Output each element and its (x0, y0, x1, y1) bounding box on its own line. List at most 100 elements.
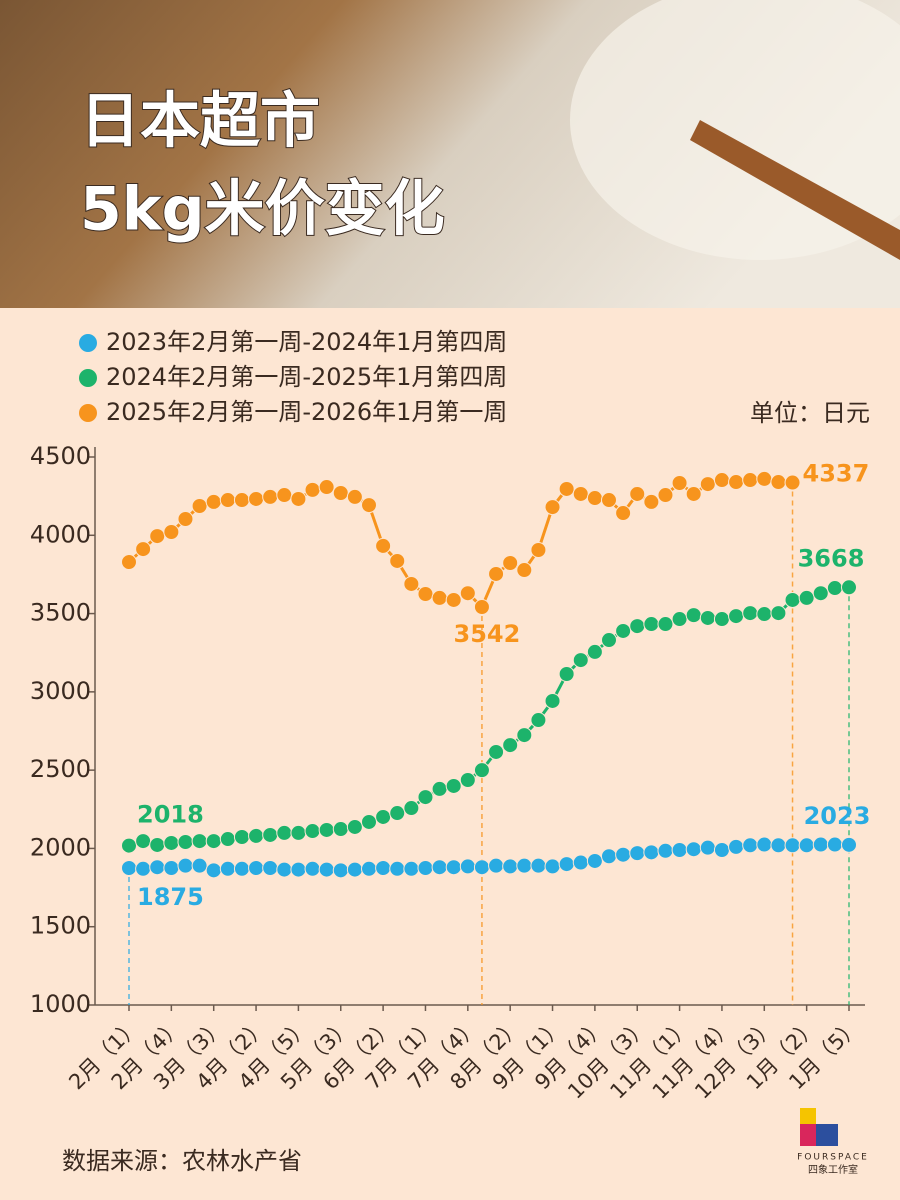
data-point (601, 848, 617, 865)
data-point (488, 857, 505, 874)
data-point (233, 492, 250, 509)
data-point (657, 487, 674, 504)
source: 数据来源：农林水产省 (62, 1147, 302, 1175)
data-point (219, 492, 236, 509)
data-point (643, 844, 660, 861)
data-point (615, 846, 632, 863)
data-point (558, 856, 575, 873)
data-point (657, 616, 674, 633)
data-point (205, 862, 222, 879)
data-label: 3542 (454, 620, 521, 648)
legend-label: 2023年2月第一周-2024年1月第四周 (106, 328, 507, 356)
data-point (728, 474, 745, 491)
data-point (332, 485, 349, 502)
data-point (375, 537, 392, 554)
data-point (488, 565, 505, 582)
data-point (572, 652, 589, 669)
data-point (671, 611, 688, 628)
data-point (459, 858, 476, 875)
data-point (615, 505, 632, 522)
data-point (784, 474, 801, 491)
legend-marker (79, 369, 97, 387)
data-point (149, 859, 166, 876)
data-point (205, 493, 222, 510)
data-point (742, 472, 759, 489)
data-point (248, 827, 265, 844)
data-point (643, 616, 660, 633)
data-point (445, 591, 462, 608)
data-point (276, 861, 293, 878)
data-point (798, 837, 815, 854)
legend-marker (79, 404, 97, 422)
data-point (290, 861, 307, 878)
data-point (784, 837, 801, 854)
data-point (191, 498, 208, 515)
data-point (572, 854, 589, 871)
data-label: 3668 (798, 544, 865, 572)
data-point (756, 836, 773, 853)
data-point (459, 585, 476, 602)
data-point (629, 618, 646, 635)
data-point (629, 485, 646, 502)
data-point (826, 580, 843, 597)
data-point (841, 579, 857, 596)
y-tick-label: 1500 (30, 912, 91, 940)
data-label: 2018 (137, 801, 204, 829)
data-point (516, 562, 533, 579)
data-point (586, 852, 603, 869)
title-line: 5kg米价变化 (80, 175, 445, 245)
data-label: 1875 (137, 883, 204, 911)
data-point (502, 554, 519, 571)
data-point (473, 762, 490, 779)
data-point (473, 598, 490, 615)
data-point (262, 826, 279, 843)
data-point (685, 841, 702, 858)
data-point (135, 860, 152, 877)
data-point (812, 836, 829, 853)
y-tick-label: 4500 (30, 442, 91, 470)
data-point (417, 860, 434, 876)
data-point (389, 860, 406, 877)
y-tick-label: 1000 (30, 990, 91, 1018)
data-point (149, 528, 166, 545)
logo-subtitle: 四象工作室 (808, 1163, 858, 1176)
logo-block (800, 1124, 816, 1146)
data-point (544, 499, 561, 516)
data-point (784, 591, 801, 608)
data-point (205, 833, 222, 850)
legend-label: 2024年2月第一周-2025年1月第四周 (106, 363, 507, 391)
data-point (304, 860, 321, 877)
data-point (121, 837, 137, 854)
data-point (586, 643, 603, 660)
data-point (756, 470, 773, 487)
data-point (742, 605, 759, 622)
data-point (699, 476, 716, 493)
logo-name: FOURSPACE (797, 1153, 869, 1163)
data-point (502, 858, 519, 875)
legend-label: 2025年2月第一周-2026年1月第一周 (106, 398, 507, 426)
data-point (304, 823, 321, 840)
data-point (516, 727, 533, 744)
data-point (375, 808, 392, 825)
data-point (219, 860, 236, 877)
data-point (502, 737, 519, 754)
data-point (841, 836, 857, 853)
data-point (177, 511, 194, 528)
data-point (163, 860, 180, 876)
data-point (530, 542, 547, 559)
title-line: 日本超市 (80, 87, 320, 157)
data-point (276, 487, 293, 504)
data-point (191, 833, 208, 850)
data-point (671, 474, 688, 491)
data-point (332, 862, 349, 879)
data-point (558, 480, 575, 497)
y-tick-label: 3000 (30, 677, 91, 705)
spoon (690, 120, 900, 260)
data-point (233, 860, 250, 877)
data-point (332, 821, 349, 838)
data-point (135, 833, 152, 850)
data-point (770, 837, 787, 854)
data-point (530, 857, 547, 874)
